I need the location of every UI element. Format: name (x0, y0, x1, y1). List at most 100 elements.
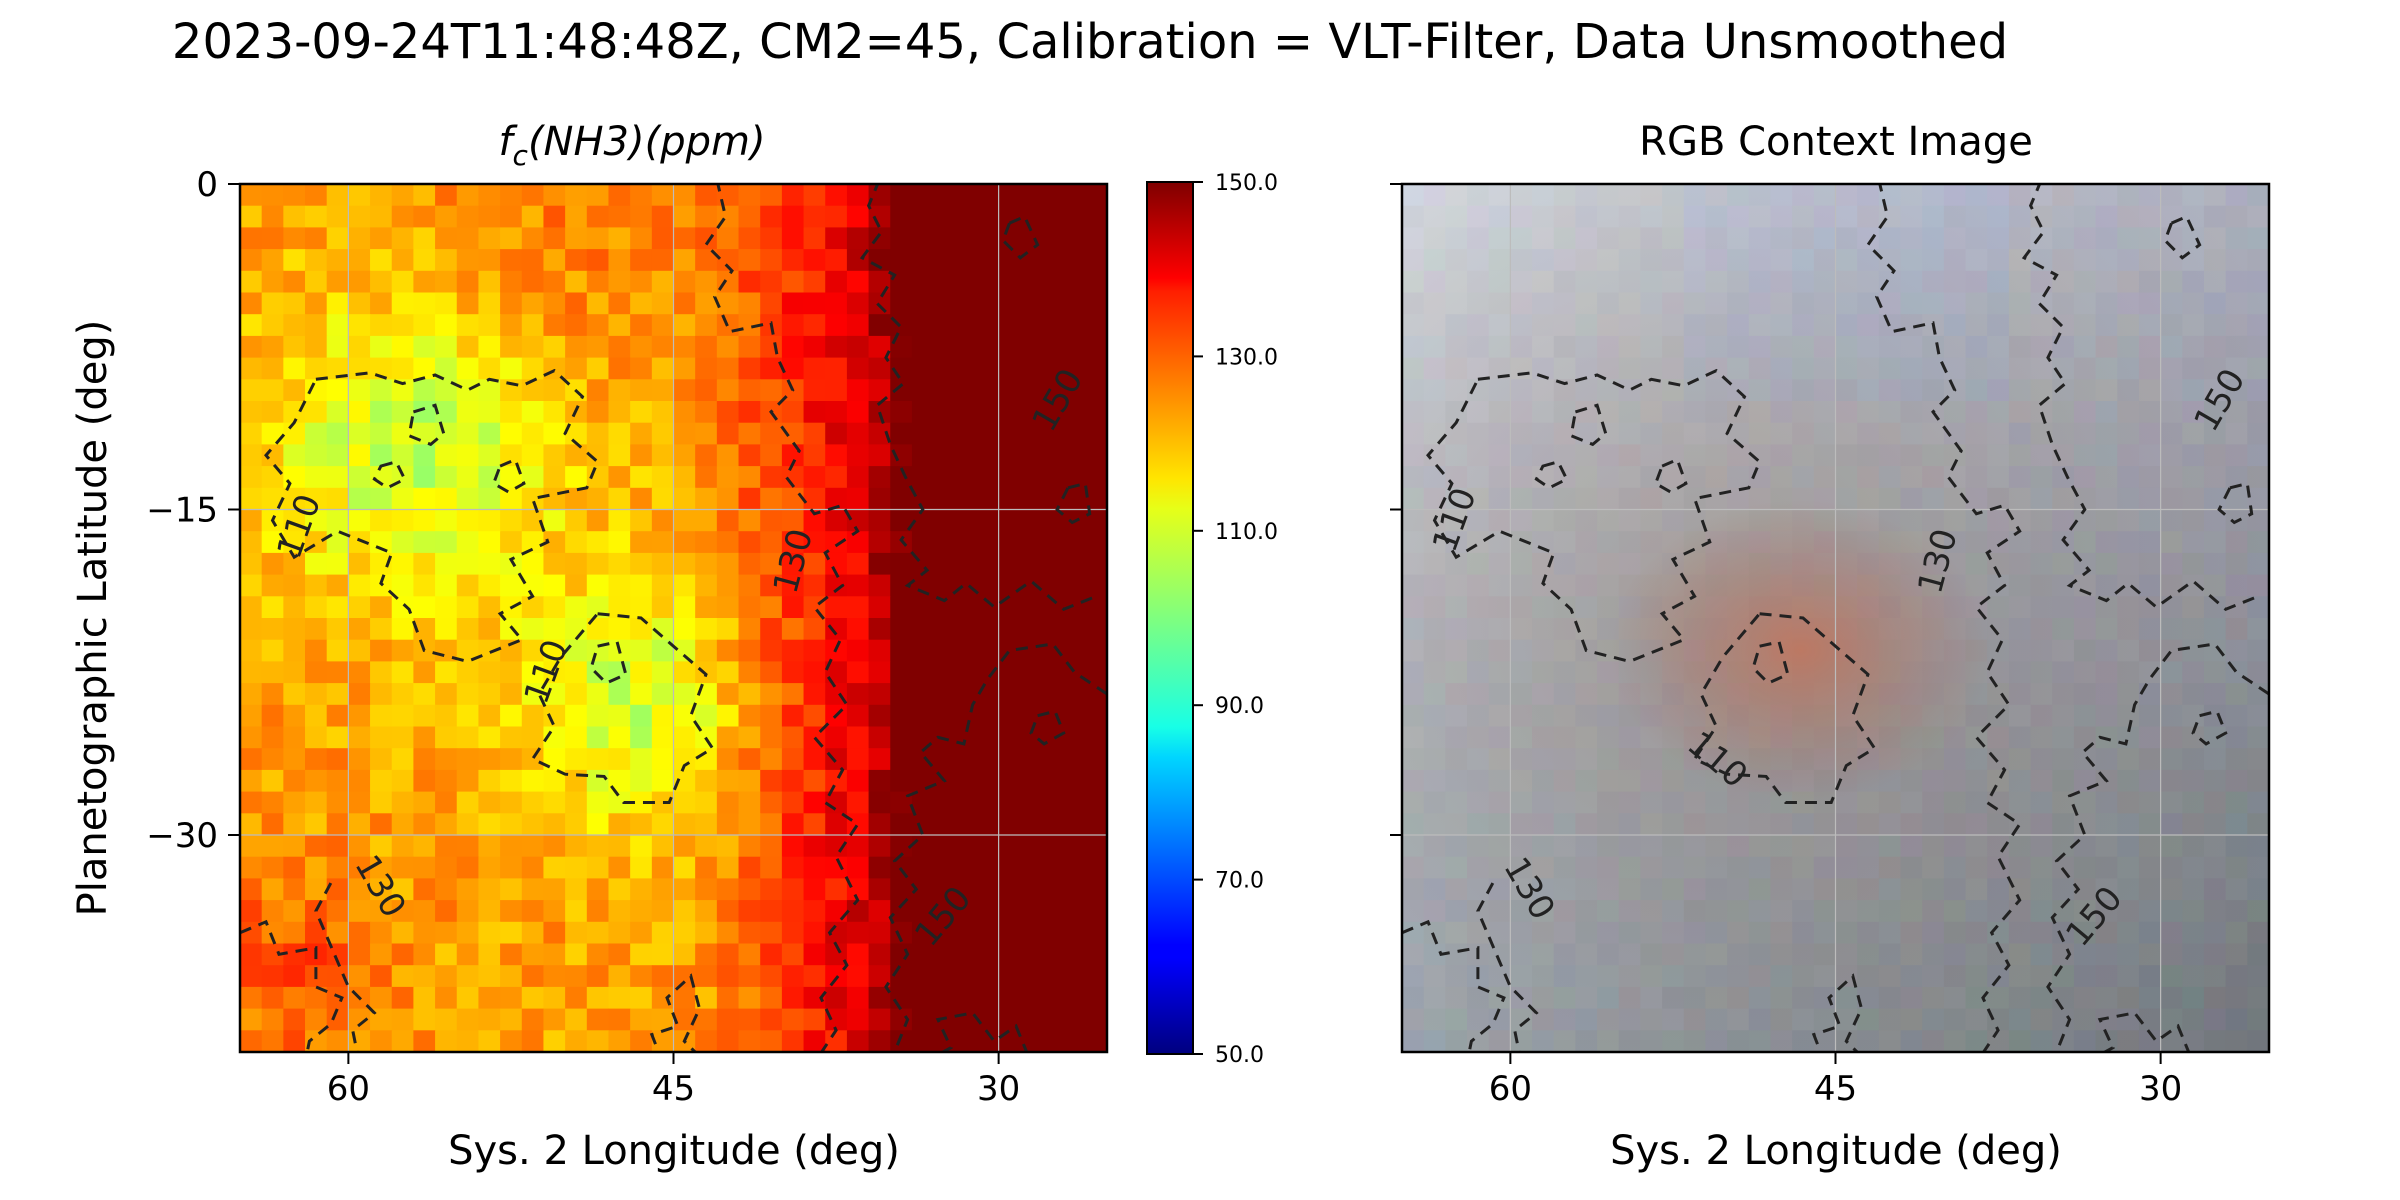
heatmap-cell (695, 878, 718, 901)
heatmap-cell (890, 487, 913, 511)
heatmap-cell (738, 748, 761, 771)
heatmap-cell (608, 335, 631, 359)
heatmap-cell (413, 552, 436, 576)
heatmap-cell (976, 965, 1000, 988)
heatmap-cell (933, 1030, 956, 1052)
heatmap-cell (543, 270, 566, 294)
heatmap-cell (890, 422, 913, 445)
heatmap-cell (868, 943, 891, 966)
contour-line (589, 640, 628, 685)
heatmap-cell (391, 596, 415, 619)
heatmap-cell (998, 748, 1021, 771)
heatmap-cell (911, 769, 935, 793)
contour-line (407, 403, 446, 447)
heatmap-cell (695, 943, 718, 966)
heatmap-cell (1020, 531, 1043, 554)
heatmap-cell (781, 487, 805, 511)
heatmap-cell (695, 422, 718, 445)
heatmap-cell (868, 813, 891, 836)
heatmap-cell (1020, 1008, 1043, 1031)
heatmap-cell (651, 249, 675, 272)
heatmap-cell (500, 357, 523, 380)
heatmap-cell (1063, 401, 1086, 424)
heatmap-cell (673, 943, 696, 966)
heatmap-cell (521, 422, 545, 445)
heatmap-cell (478, 943, 501, 966)
heatmap-cell (370, 487, 393, 511)
heatmap-cell (565, 335, 588, 359)
heatmap-cell (478, 878, 501, 901)
heatmap-cell (976, 856, 1000, 879)
heatmap-cell (1063, 813, 1086, 836)
heatmap-cell (283, 835, 306, 858)
heatmap-cell (673, 335, 696, 359)
heatmap-cell (586, 748, 610, 771)
heatmap-cell (825, 791, 848, 814)
heatmap-cell (738, 791, 761, 814)
heatmap-cell (738, 401, 761, 424)
heatmap-cell (348, 249, 371, 272)
heatmap-cell (630, 704, 653, 728)
heatmap-cell (348, 552, 371, 576)
heatmap-cell (911, 726, 935, 749)
heatmap-cell (413, 618, 436, 641)
heatmap-cell (1085, 921, 1107, 945)
heatmap-cell (738, 314, 761, 337)
heatmap-cell (565, 596, 588, 619)
heatmap-cell (261, 335, 284, 359)
heatmap-cell (825, 401, 848, 424)
heatmap-cell (1085, 552, 1107, 576)
heatmap-cell (500, 444, 523, 467)
heatmap-cell (1020, 813, 1043, 836)
heatmap-cell (608, 726, 631, 749)
heatmap-cell (283, 205, 306, 228)
heatmap-cell (586, 574, 610, 597)
heatmap-cell (608, 986, 631, 1010)
heatmap-cell (911, 205, 935, 228)
heatmap-cell (630, 596, 653, 619)
heatmap-cell (586, 357, 610, 380)
heatmap-cell (305, 683, 328, 706)
heatmap-cell (348, 466, 371, 489)
heatmap-cell (803, 986, 826, 1010)
contour-line (2021, 184, 2259, 612)
heatmap-cell (673, 986, 696, 1010)
heatmap-cell (955, 401, 978, 424)
heatmap-cell (890, 444, 913, 467)
heatmap-cell (305, 639, 328, 662)
heatmap-cell (478, 401, 501, 424)
heatmap-cell (890, 748, 913, 771)
heatmap-cell (565, 205, 588, 228)
heatmap-cell (261, 748, 284, 771)
heatmap-cell (955, 227, 978, 250)
heatmap-cell (586, 791, 610, 814)
heatmap-cell (456, 357, 480, 380)
heatmap-cell (565, 856, 588, 879)
heatmap-cell (413, 726, 436, 749)
heatmap-cell (240, 292, 263, 315)
heatmap-cell (1085, 596, 1107, 619)
heatmap-cell (695, 444, 718, 467)
heatmap-cell (521, 726, 545, 749)
heatmap-cell (890, 184, 913, 207)
heatmap-cell (240, 1008, 263, 1031)
heatmap-cell (955, 552, 978, 576)
heatmap-cell (955, 835, 978, 858)
heatmap-cell (1063, 986, 1086, 1010)
heatmap-cell (521, 618, 545, 641)
heatmap-cell (803, 661, 826, 684)
heatmap-cell (695, 335, 718, 359)
heatmap-cell (868, 205, 891, 228)
heatmap-cell (846, 531, 870, 554)
heatmap-cell (326, 639, 349, 662)
heatmap-cell (1063, 748, 1086, 771)
heatmap-cell (348, 683, 371, 706)
heatmap-cell (868, 1008, 891, 1031)
heatmap-cell (781, 683, 805, 706)
heatmap-cell (911, 683, 935, 706)
heatmap-cell (326, 574, 349, 597)
heatmap-cell (305, 422, 328, 445)
heatmap-cell (630, 900, 653, 923)
heatmap-cell (1085, 618, 1107, 641)
